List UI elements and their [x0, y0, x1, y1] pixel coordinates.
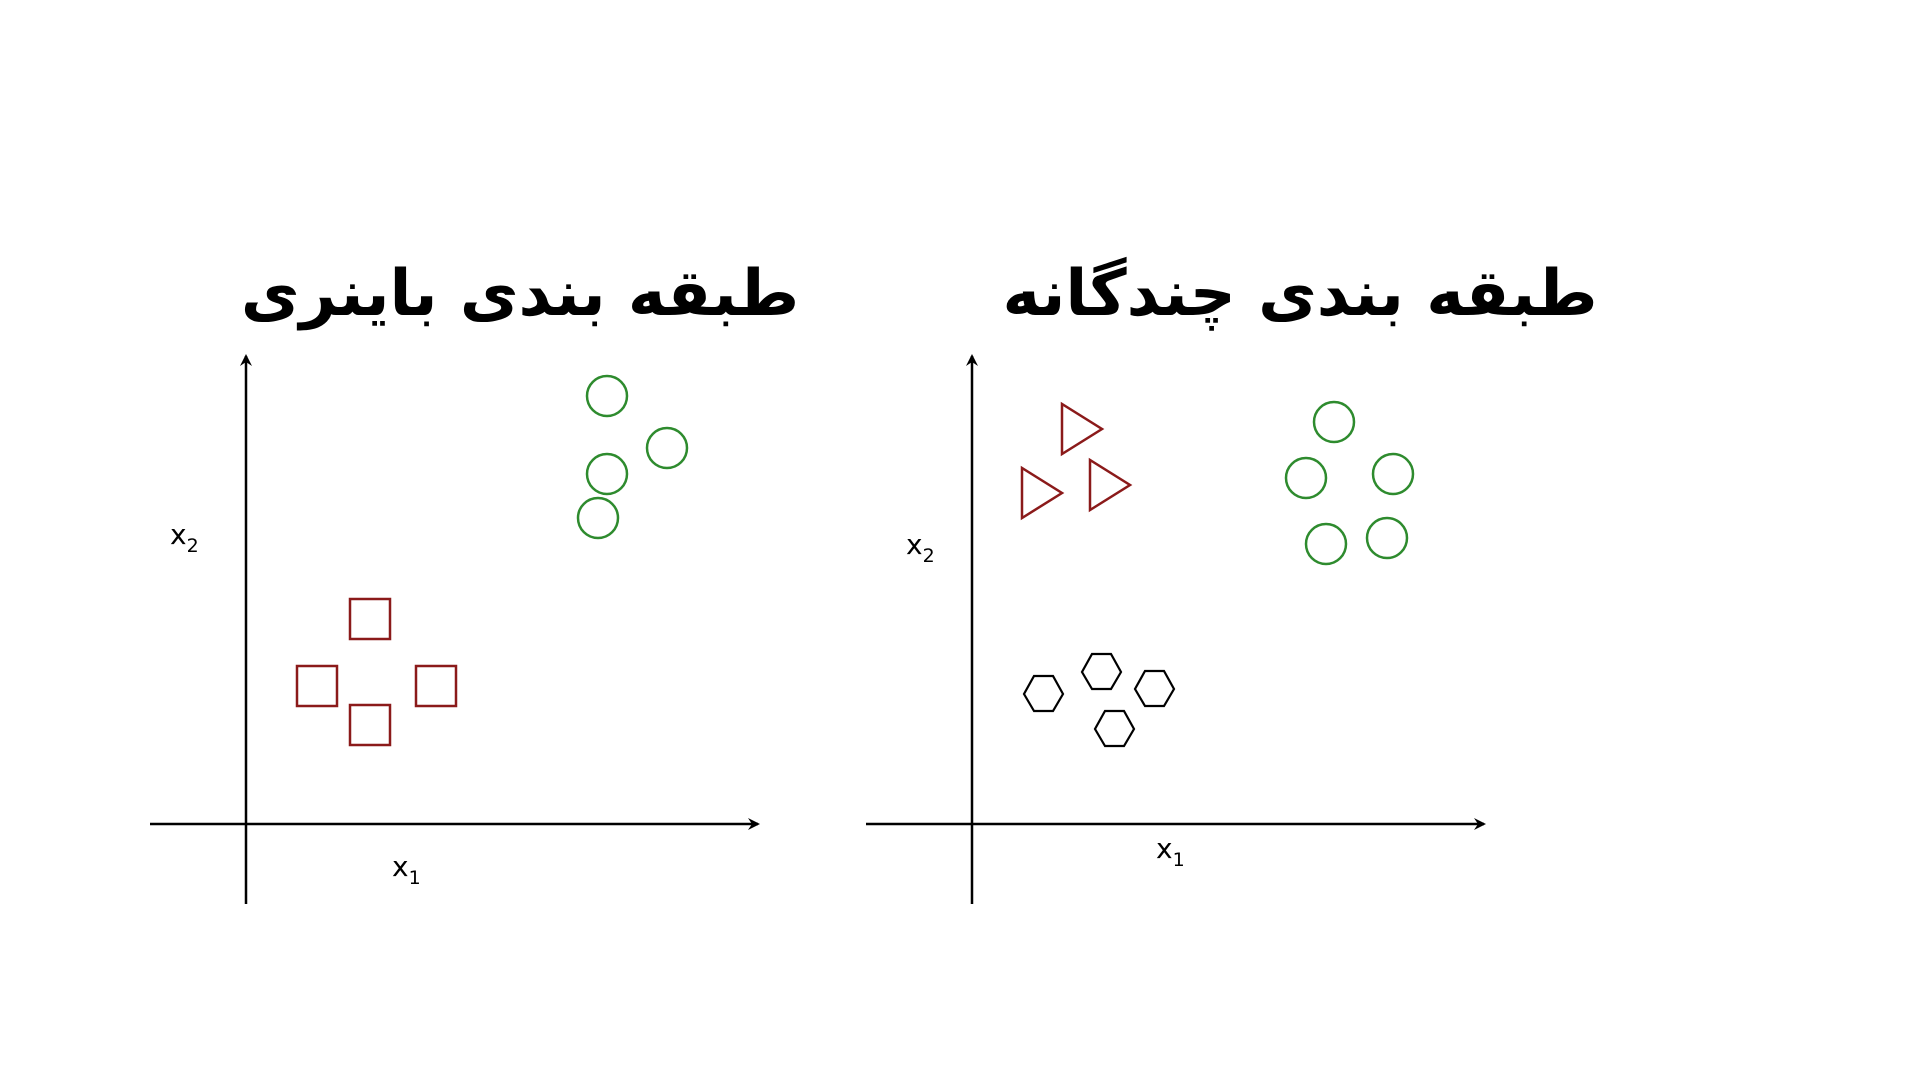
multiclass-classification-title: طبقه بندی چندگانه: [1002, 257, 1598, 331]
hexagon-point: [1133, 669, 1176, 708]
circle-point: [1371, 452, 1415, 496]
multi-circle-class: [1284, 400, 1415, 566]
binary-square-class: [295, 597, 458, 747]
square-point: [348, 703, 392, 747]
binary-x-axis-label: x1: [392, 850, 421, 889]
circle-point: [1304, 522, 1348, 566]
triangle-point: [1088, 457, 1133, 513]
square-point: [348, 597, 392, 641]
circle-point: [1284, 456, 1328, 500]
multi-hexagon-class: [1022, 652, 1176, 748]
square-point: [295, 664, 339, 708]
multiclass-panel: x2 x1: [866, 354, 1486, 904]
multi-y-axis-label: x2: [906, 528, 935, 567]
triangle-point: [1020, 465, 1065, 521]
circle-point: [585, 374, 629, 418]
circle-point: [576, 496, 620, 540]
circle-point: [1365, 516, 1409, 560]
multi-triangle-class: [1020, 401, 1133, 521]
hexagon-point: [1093, 709, 1136, 748]
circle-point: [585, 452, 629, 496]
hexagon-point: [1080, 652, 1123, 691]
binary-circle-class: [576, 374, 689, 540]
binary-classification-title: طبقه بندی باینری: [240, 257, 800, 331]
binary-panel: x2 x1: [150, 354, 760, 904]
triangle-point: [1060, 401, 1105, 457]
circle-point: [1312, 400, 1356, 444]
square-point: [414, 664, 458, 708]
hexagon-point: [1022, 674, 1065, 713]
binary-y-axis-label: x2: [170, 518, 199, 557]
circle-point: [645, 426, 689, 470]
multi-x-axis-label: x1: [1156, 832, 1185, 871]
